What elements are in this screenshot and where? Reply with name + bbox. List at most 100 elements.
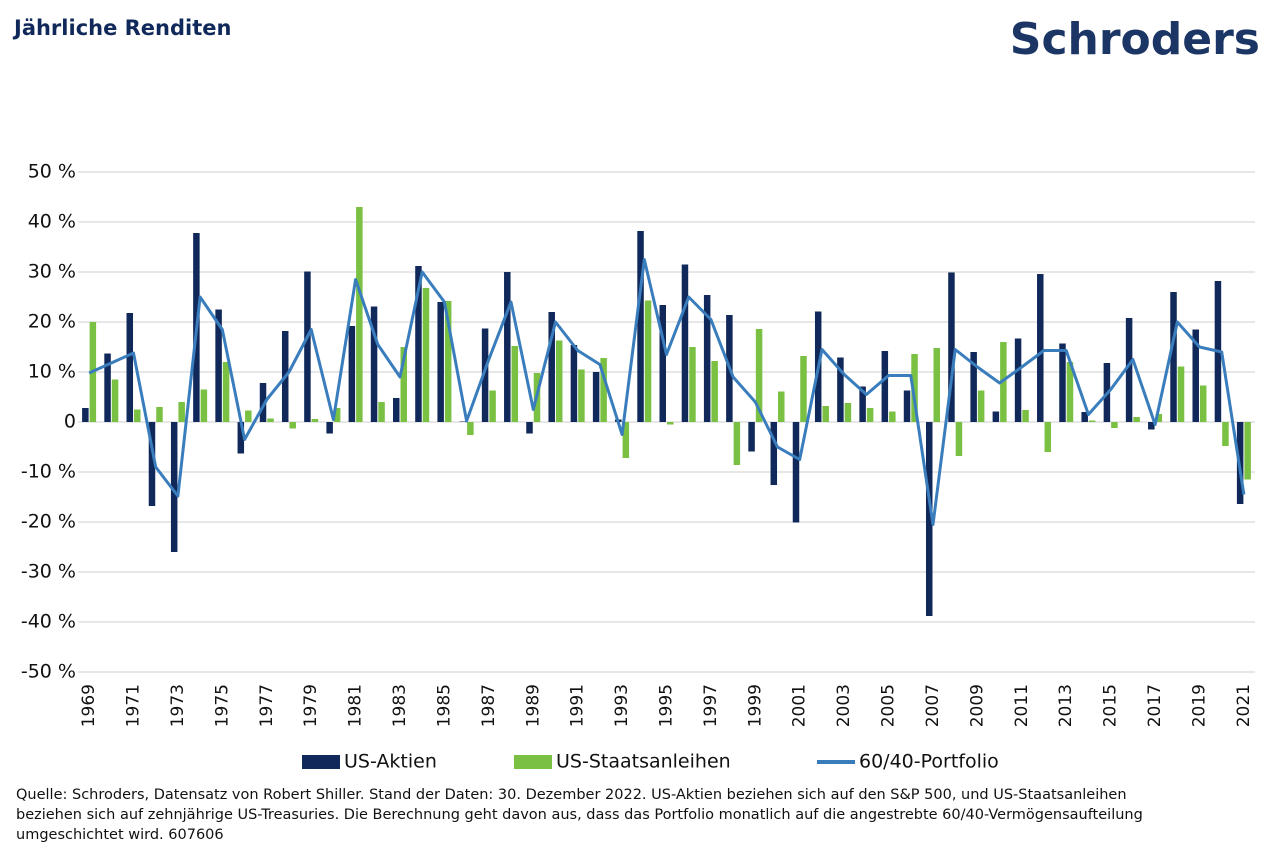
bar — [644, 300, 652, 422]
x-tick-label: 2001 — [790, 684, 810, 727]
x-tick-label: 1971 — [124, 684, 144, 727]
bar — [415, 266, 422, 422]
x-tick-label: 2017 — [1145, 684, 1165, 727]
bar — [837, 357, 844, 422]
bar — [711, 361, 718, 422]
x-tick-label: 2021 — [1234, 684, 1254, 727]
y-tick-label: 20 % — [28, 311, 76, 333]
x-tick-label: 2011 — [1012, 684, 1032, 727]
x-tick-label: 1973 — [168, 684, 188, 727]
y-tick-label: 30 % — [28, 261, 76, 283]
bar — [844, 403, 852, 422]
bar — [1177, 366, 1185, 422]
x-tick-label: 2019 — [1189, 684, 1209, 727]
bar — [681, 264, 689, 422]
x-tick-label: 2015 — [1101, 684, 1121, 727]
bar — [889, 411, 896, 422]
y-tick-label: -50 % — [21, 661, 76, 683]
bar — [555, 340, 563, 422]
bar — [170, 422, 178, 552]
logo: Schroders — [1010, 14, 1260, 65]
bar — [1125, 318, 1133, 422]
bar — [1088, 420, 1096, 422]
chart-title: Jährliche Renditen — [12, 16, 231, 40]
source-note: Quelle: Schroders, Datensatz von Robert … — [16, 787, 1127, 803]
bar — [259, 383, 267, 422]
x-tick-label: 1993 — [612, 684, 632, 727]
bar — [1133, 417, 1140, 422]
bar — [1111, 422, 1118, 428]
x-tick-label: 1969 — [79, 684, 99, 727]
x-tick-label: 1979 — [301, 684, 321, 727]
bar — [504, 272, 511, 422]
bar — [1022, 410, 1029, 422]
bar — [489, 390, 496, 422]
bar — [1155, 414, 1163, 422]
x-tick-label: 2013 — [1056, 684, 1076, 727]
bar — [755, 329, 763, 422]
bar — [237, 422, 245, 454]
bar — [82, 408, 89, 422]
bar — [215, 309, 222, 422]
x-tick-label: 1981 — [346, 684, 366, 727]
bar — [148, 422, 156, 506]
bar — [111, 379, 119, 422]
bar — [444, 301, 452, 422]
bar — [1044, 422, 1052, 452]
bar — [925, 422, 933, 616]
bar — [467, 422, 474, 435]
x-tick-label: 1983 — [390, 684, 410, 727]
x-tick-label: 1999 — [745, 684, 765, 727]
x-tick-label: 1989 — [523, 684, 543, 727]
y-tick-label: -20 % — [21, 511, 76, 533]
bar — [437, 302, 444, 422]
bar — [267, 418, 274, 422]
bar — [1037, 274, 1044, 422]
bar — [578, 369, 585, 422]
y-tick-label: 0 — [64, 411, 76, 433]
bar — [859, 386, 866, 422]
legend-swatch — [514, 755, 552, 769]
bar — [348, 326, 356, 422]
line — [88, 258, 1246, 526]
x-tick-label: 1975 — [212, 684, 232, 727]
legend-label: US-Aktien — [344, 751, 437, 773]
bar — [1014, 338, 1022, 422]
bar — [822, 406, 829, 422]
bar — [992, 411, 1000, 422]
x-tick-label: 2005 — [879, 684, 899, 727]
bar — [326, 422, 333, 434]
bar — [378, 402, 385, 422]
bar — [1244, 422, 1251, 480]
bar — [304, 271, 311, 422]
bar — [548, 312, 555, 422]
bar — [570, 345, 578, 422]
bar — [1148, 422, 1155, 430]
bar — [104, 353, 111, 422]
source-note: umgeschichtet wird. 607606 — [16, 827, 224, 843]
bar — [933, 348, 940, 422]
bar — [481, 328, 489, 422]
bar — [948, 272, 955, 422]
bar — [289, 422, 296, 429]
bar — [977, 390, 985, 422]
x-tick-label: 2007 — [923, 684, 943, 727]
bar — [422, 288, 430, 422]
bar — [622, 422, 630, 458]
bar — [1059, 343, 1066, 422]
legend-swatch — [302, 755, 340, 769]
x-tick-label: 1985 — [434, 684, 454, 727]
bar — [748, 422, 755, 452]
bar — [792, 422, 800, 523]
y-tick-label: -10 % — [21, 461, 76, 483]
bar — [778, 391, 785, 422]
bar — [526, 422, 533, 434]
bar — [911, 354, 918, 422]
bar — [703, 295, 711, 422]
x-tick-label: 2009 — [967, 684, 987, 727]
bar — [333, 408, 341, 422]
x-tick-label: 1987 — [479, 684, 499, 727]
bar — [511, 346, 519, 422]
x-tick-label: 1997 — [701, 684, 721, 727]
